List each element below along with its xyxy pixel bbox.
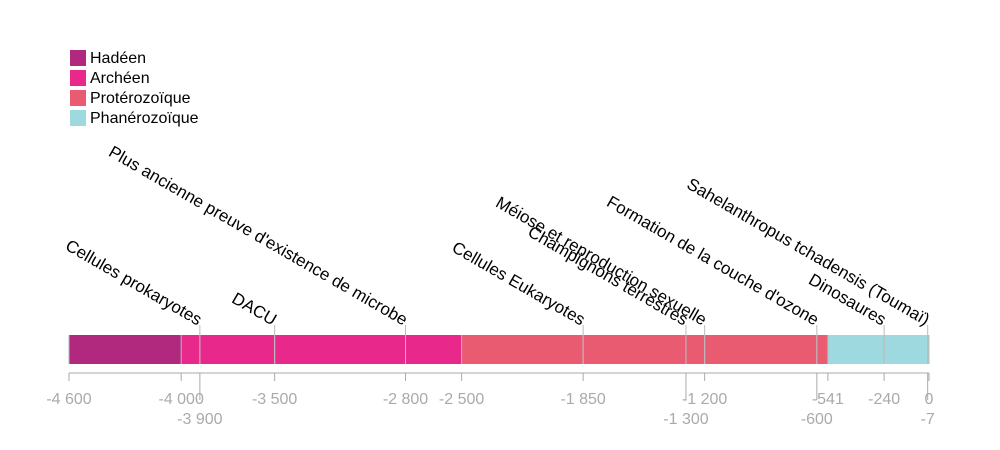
x-tick-label: -240 bbox=[868, 391, 900, 408]
era-bar bbox=[69, 335, 182, 364]
legend-label: Phanérozoïque bbox=[90, 110, 199, 127]
legend-label: Hadéen bbox=[90, 50, 146, 67]
x-tick-label: -1 200 bbox=[682, 391, 727, 408]
x-tick-label: -541 bbox=[812, 391, 844, 408]
event-label: Cellules prokaryotes bbox=[62, 236, 205, 329]
legend-label: Protérozoïque bbox=[90, 90, 191, 107]
event-label: Formation de la couche d'ozone bbox=[604, 192, 823, 329]
x-tick-label: -4 600 bbox=[46, 391, 91, 408]
era-bar bbox=[461, 335, 828, 364]
x-tick-label: 0 bbox=[925, 391, 934, 408]
event-label: Méiose et reproduction sexuelle bbox=[493, 193, 710, 329]
x-tick-label: -2 800 bbox=[383, 391, 428, 408]
x-tick-label: -2 500 bbox=[439, 391, 484, 408]
legend-swatch bbox=[70, 70, 86, 86]
era-bar bbox=[181, 335, 462, 364]
legend-swatch bbox=[70, 110, 86, 126]
x-tick-label: -4 000 bbox=[158, 391, 203, 408]
x-tick-label: -7 bbox=[921, 411, 935, 428]
legend-swatch bbox=[70, 50, 86, 66]
x-tick-label: -3 900 bbox=[177, 411, 222, 428]
x-tick-label: -1 850 bbox=[560, 391, 605, 408]
era-bar bbox=[827, 335, 929, 364]
legend-swatch bbox=[70, 90, 86, 106]
x-tick-label: -1 300 bbox=[663, 411, 708, 428]
x-tick-label: -600 bbox=[801, 411, 833, 428]
legend-label: Archéen bbox=[90, 70, 150, 87]
event-label: DACU bbox=[229, 289, 280, 330]
x-tick-label: -3 500 bbox=[252, 391, 297, 408]
